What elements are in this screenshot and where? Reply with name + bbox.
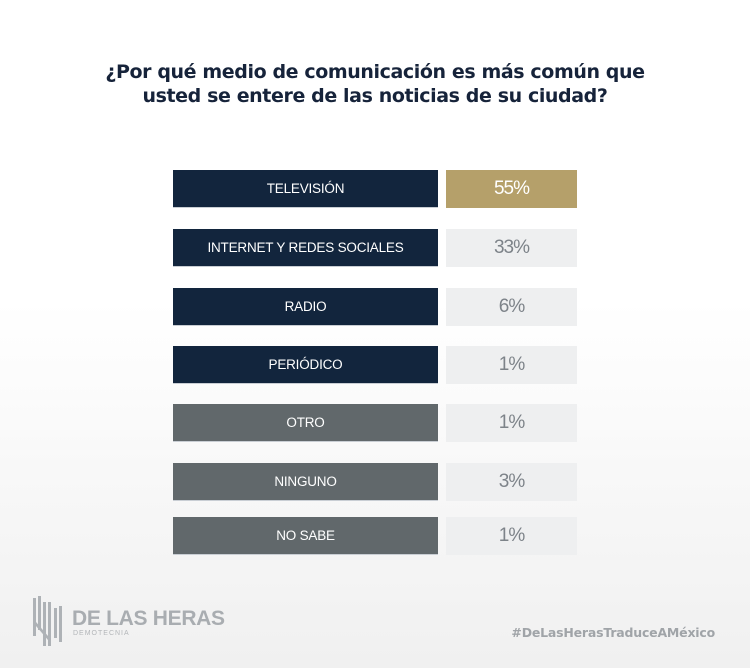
logo-subtitle: DEMOTECNIA xyxy=(73,630,130,637)
table-row: INTERNET Y REDES SOCIALES 33% xyxy=(173,229,577,267)
category-label: OTRO xyxy=(173,404,438,442)
table-row: TELEVISIÓN 55% xyxy=(173,170,577,208)
table-row: RADIO 6% xyxy=(173,288,577,326)
chart-title-line-2: usted se entere de las noticias de su ci… xyxy=(142,85,608,107)
category-label: PERIÓDICO xyxy=(173,346,438,384)
table-row: NO SABE 1% xyxy=(173,517,577,555)
value-label: 33% xyxy=(446,229,577,267)
value-label: 1% xyxy=(446,517,577,555)
category-label: TELEVISIÓN xyxy=(173,170,438,208)
chart-title-line-1: ¿Por qué medio de comunicación es más co… xyxy=(105,61,645,83)
brand-logo: DE LAS HERAS DEMOTECNIA xyxy=(32,596,225,646)
table-row: PERIÓDICO 1% xyxy=(173,346,577,384)
table-row: OTRO 1% xyxy=(173,404,577,442)
value-label: 1% xyxy=(446,404,577,442)
hashtag: #DeLasHerasTraduceAMéxico xyxy=(511,625,715,640)
value-label: 3% xyxy=(446,463,577,501)
value-label: 6% xyxy=(446,288,577,326)
category-label: NO SABE xyxy=(173,517,438,555)
value-label: 55% xyxy=(446,170,577,208)
category-label: RADIO xyxy=(173,288,438,326)
logo-mark-icon xyxy=(33,596,62,646)
chart-title: ¿Por qué medio de comunicación es más co… xyxy=(0,60,750,108)
value-label: 1% xyxy=(446,346,577,384)
category-label: NINGUNO xyxy=(173,463,438,501)
table-row: NINGUNO 3% xyxy=(173,463,577,501)
logo-name: DE LAS HERAS xyxy=(72,607,225,630)
category-label: INTERNET Y REDES SOCIALES xyxy=(173,229,438,267)
